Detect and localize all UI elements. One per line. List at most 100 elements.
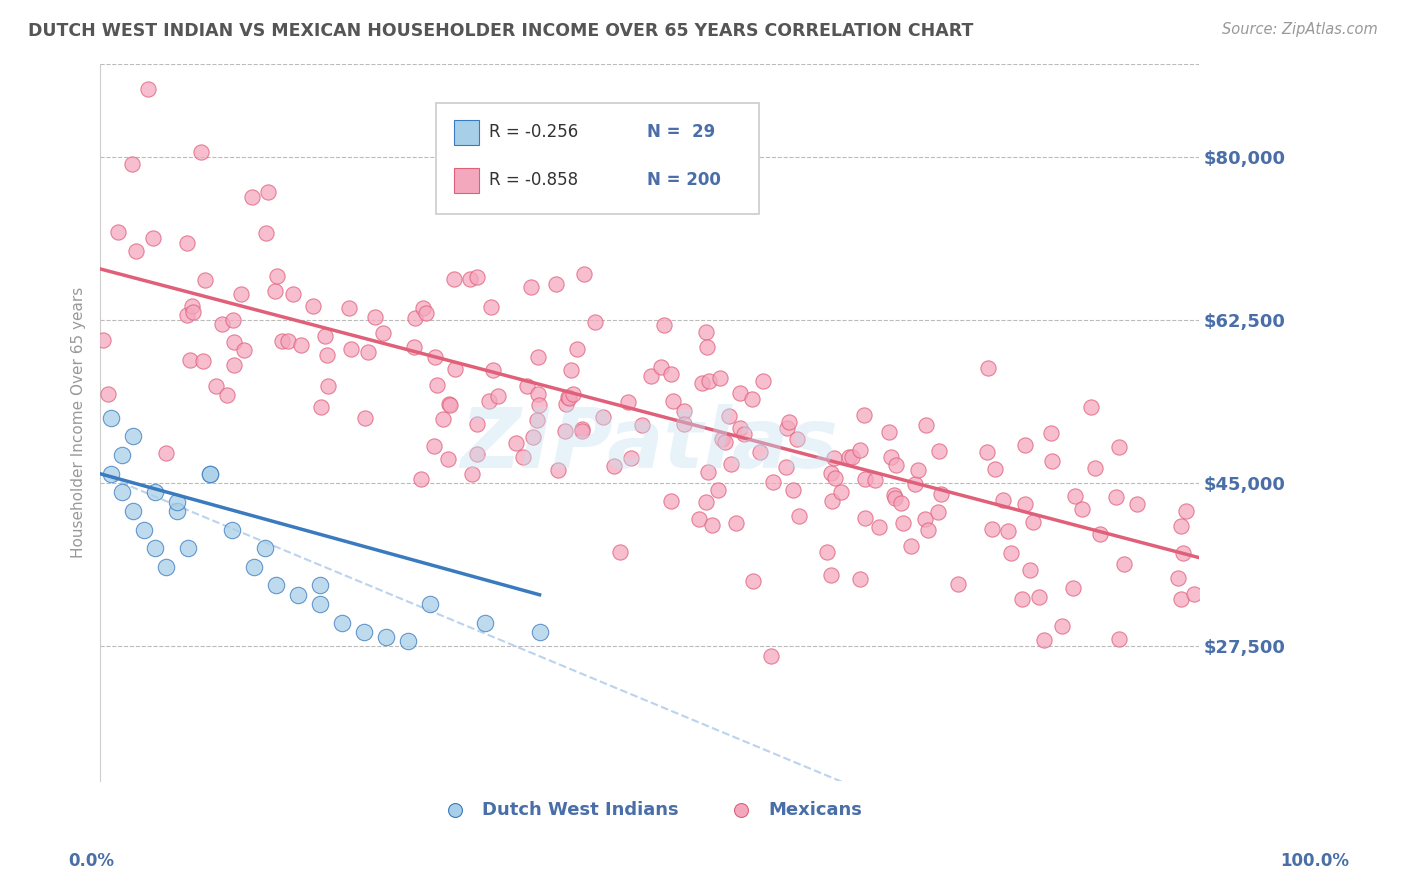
Point — [122, 429, 145, 443]
Point — [544, 277, 567, 291]
Point — [728, 386, 751, 401]
Point — [437, 452, 460, 467]
Point — [751, 374, 773, 388]
Point — [1033, 633, 1056, 648]
Point — [337, 301, 360, 315]
Point — [914, 512, 936, 526]
Point — [824, 471, 846, 485]
Point — [714, 434, 737, 449]
Point — [426, 378, 449, 392]
Point — [1080, 400, 1102, 414]
Point — [733, 426, 755, 441]
Point — [465, 270, 488, 285]
Point — [522, 430, 544, 444]
Point — [281, 287, 304, 301]
Point — [1170, 518, 1192, 533]
Point — [263, 284, 285, 298]
Point — [853, 409, 876, 423]
Point — [706, 483, 728, 497]
Point — [264, 578, 287, 592]
Point — [526, 387, 548, 401]
Point — [554, 424, 576, 438]
Point — [565, 343, 588, 357]
Point — [221, 523, 243, 537]
Point — [1019, 563, 1042, 577]
Point — [222, 335, 245, 350]
Point — [1088, 526, 1111, 541]
Point — [1108, 632, 1130, 646]
Point — [690, 376, 713, 390]
Point — [820, 568, 842, 582]
Point — [143, 485, 166, 500]
Point — [631, 417, 654, 432]
Point — [198, 467, 221, 481]
Point — [830, 484, 852, 499]
Point — [572, 267, 595, 281]
Point — [1040, 453, 1063, 467]
Point — [717, 409, 740, 423]
Point — [778, 415, 800, 429]
Point — [1108, 440, 1130, 454]
Point — [915, 417, 938, 432]
Point — [891, 516, 914, 530]
Point — [180, 299, 202, 313]
Point — [479, 300, 502, 314]
Point — [650, 360, 672, 375]
Point — [419, 597, 441, 611]
Point — [696, 340, 718, 354]
Point — [1105, 491, 1128, 505]
Text: N = 200: N = 200 — [647, 171, 721, 189]
Point — [527, 350, 550, 364]
Point — [571, 424, 593, 438]
Point — [415, 306, 437, 320]
Point — [1182, 587, 1205, 601]
Point — [673, 404, 696, 418]
Point — [761, 648, 783, 663]
Point — [1014, 438, 1036, 452]
Point — [371, 326, 394, 340]
Point — [240, 190, 263, 204]
Point — [121, 157, 143, 171]
Point — [217, 387, 239, 401]
Point — [404, 340, 426, 354]
Point — [205, 378, 228, 392]
Point — [396, 634, 419, 648]
Point — [1112, 557, 1135, 571]
Point — [478, 394, 501, 409]
Point — [815, 545, 838, 559]
Point — [782, 483, 804, 497]
Point — [474, 615, 496, 630]
Point — [111, 448, 134, 462]
Point — [879, 450, 901, 464]
Point — [221, 312, 243, 326]
Point — [709, 371, 731, 385]
Point — [849, 442, 872, 457]
Point — [609, 545, 631, 559]
Point — [512, 450, 534, 465]
Point — [97, 387, 120, 401]
Text: R = -0.256: R = -0.256 — [489, 123, 578, 141]
Point — [266, 268, 288, 283]
Text: R = -0.858: R = -0.858 — [489, 171, 578, 189]
Point — [838, 450, 860, 465]
Point — [516, 379, 538, 393]
Text: 100.0%: 100.0% — [1279, 852, 1350, 870]
Point — [946, 577, 969, 591]
Point — [742, 574, 765, 588]
Point — [357, 345, 380, 359]
Point — [374, 630, 396, 644]
Point — [176, 308, 198, 322]
Point — [980, 522, 1002, 536]
Point — [423, 439, 446, 453]
Point — [211, 317, 233, 331]
Point — [741, 392, 763, 406]
Point — [592, 410, 614, 425]
Point — [198, 467, 221, 481]
Point — [749, 444, 772, 458]
Point — [277, 334, 299, 349]
Point — [505, 435, 527, 450]
Point — [695, 325, 717, 339]
Point — [1064, 489, 1087, 503]
Point — [571, 422, 593, 436]
Point — [353, 625, 375, 640]
